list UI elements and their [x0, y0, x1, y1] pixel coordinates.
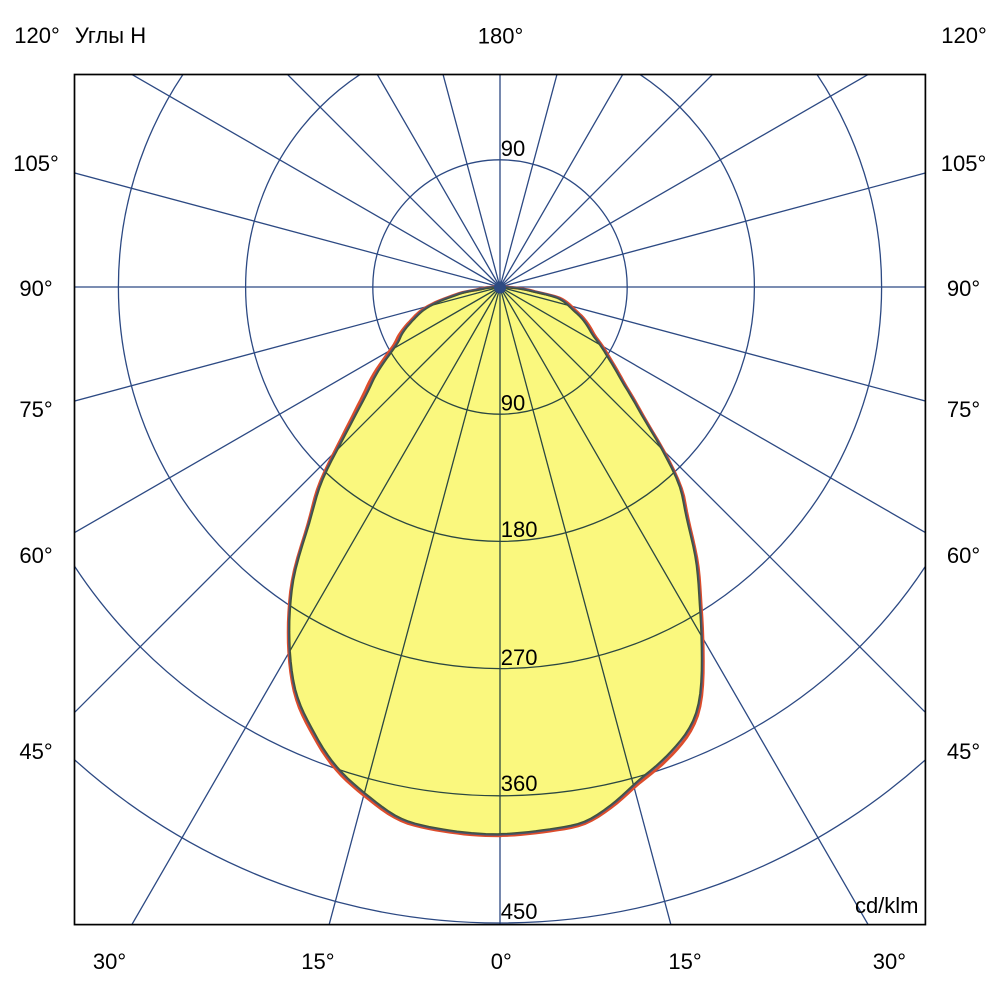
svg-text:180°: 180° [478, 24, 524, 49]
svg-text:90°: 90° [19, 276, 52, 301]
svg-text:105°: 105° [941, 151, 987, 176]
svg-text:60°: 60° [947, 543, 980, 568]
svg-text:90: 90 [501, 136, 525, 161]
svg-text:45°: 45° [19, 739, 52, 764]
svg-text:0°: 0° [491, 949, 512, 974]
svg-text:45°: 45° [947, 739, 980, 764]
svg-text:120°: 120° [941, 23, 987, 48]
svg-text:450: 450 [501, 899, 538, 924]
svg-text:Углы Н: Углы Н [75, 23, 146, 48]
svg-text:105°: 105° [13, 151, 59, 176]
svg-text:15°: 15° [301, 949, 334, 974]
svg-text:120°: 120° [14, 23, 60, 48]
svg-text:75°: 75° [19, 397, 52, 422]
svg-text:60°: 60° [19, 543, 52, 568]
svg-text:cd/klm: cd/klm [855, 893, 919, 918]
svg-text:75°: 75° [947, 397, 980, 422]
svg-text:30°: 30° [873, 949, 906, 974]
svg-text:30°: 30° [93, 949, 126, 974]
svg-text:90°: 90° [947, 276, 980, 301]
svg-text:15°: 15° [668, 949, 701, 974]
